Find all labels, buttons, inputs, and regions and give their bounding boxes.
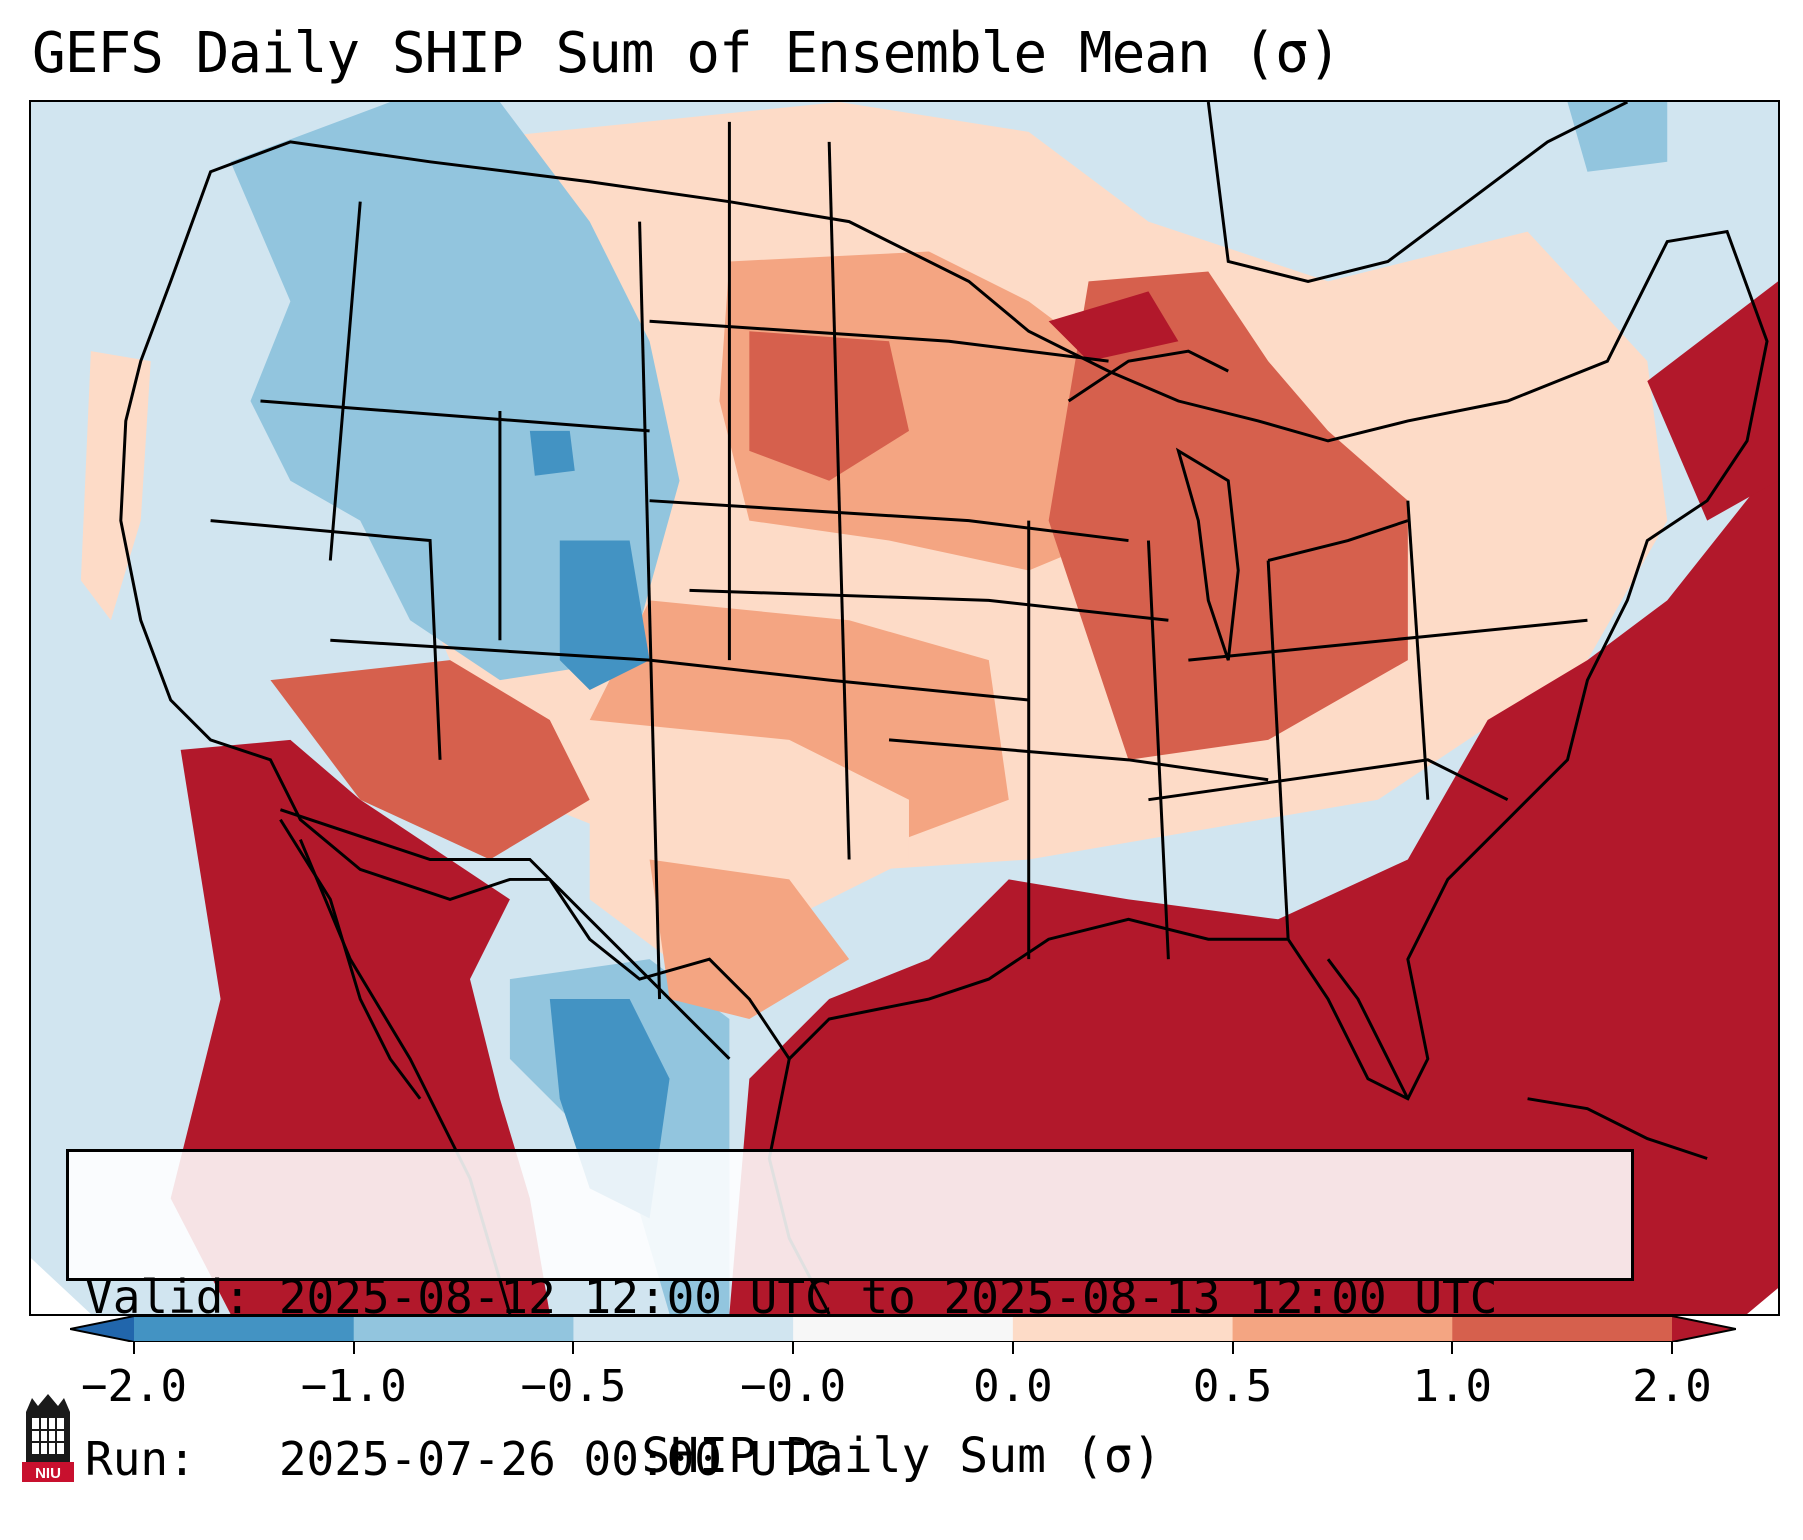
valid-time-text: Valid: 2025-08-12 12:00 UTC to 2025-08-1…: [85, 1270, 1498, 1324]
colorbar-bin-8: [1672, 1316, 1736, 1342]
state-line-3: [210, 519, 442, 760]
lake-michigan: [1175, 447, 1240, 661]
colorbar-tick-mark: [1231, 1342, 1234, 1354]
fill-region-wyoming-spot: [529, 430, 575, 476]
state-line-8: [827, 141, 851, 860]
colorbar: [70, 1316, 1736, 1342]
niu-logo: NIU: [22, 1394, 74, 1482]
state-line-4: [330, 638, 1029, 702]
fill-region-ohio-valley: [1048, 271, 1408, 760]
state-line-6: [638, 221, 662, 1000]
lake-superior: [1067, 349, 1229, 403]
colorbar-tick-mark: [1671, 1342, 1673, 1354]
map-panel: [29, 100, 1780, 1316]
colorbar-tick-mark: [792, 1342, 795, 1354]
fill-region-dakotas: [719, 251, 1149, 571]
fill-region-gulf-southeast: [729, 460, 1778, 1314]
colorbar-bin-1: [134, 1316, 355, 1342]
anomaly-fill-layer: [31, 102, 1778, 1314]
run-time-text: Run: 2025-07-26 00:00 UTC: [85, 1432, 833, 1486]
colorbar-tick-mark: [133, 1342, 135, 1354]
colorbar-tick-label: −1.0: [300, 1361, 407, 1412]
colorbar-tick-label: 0.5: [1192, 1361, 1273, 1412]
valid-run-info-box: Valid: 2025-08-12 12:00 UTC to 2025-08-1…: [66, 1149, 1634, 1486]
colorbar-bin-6: [1232, 1316, 1453, 1342]
state-line-16: [1406, 500, 1430, 800]
state-line-9: [649, 319, 1109, 363]
colorbar-label: SHIP Daily Sum (σ): [641, 1428, 1162, 1484]
niu-logo-text: NIU: [35, 1465, 61, 1482]
colorbar-bin-3: [573, 1316, 794, 1342]
colorbar-bin-2: [353, 1316, 574, 1342]
colorbar-bin-5: [1012, 1316, 1234, 1342]
fill-region-colorado: [559, 540, 650, 691]
state-line-14: [1146, 540, 1170, 960]
colorbar-tick-label: −2.0: [81, 1361, 187, 1412]
cuba-outline: [1527, 1097, 1708, 1160]
colorbar-tick-mark: [572, 1342, 575, 1354]
mexico-border: [279, 808, 731, 1060]
fill-region-texas-salmon: [649, 859, 850, 1019]
lake-erie: [1267, 519, 1409, 562]
fill-region-dakota-core: [749, 331, 909, 481]
colorbar-tick-label: 0.0: [973, 1361, 1053, 1412]
state-line-15: [1266, 560, 1290, 940]
state-line-2: [260, 399, 650, 433]
colorbar-tick-label: −0.0: [740, 1361, 847, 1412]
state-line-12: [888, 738, 1269, 782]
fill-region-nw-coast: [80, 351, 151, 621]
colorbar-tick-mark: [352, 1342, 355, 1354]
colorbar-bin-4: [793, 1316, 1014, 1342]
colorbar-tick-label: 2.0: [1632, 1361, 1712, 1412]
fill-region-white-bottom-right: [1747, 1288, 1778, 1314]
colorbar-tick-mark: [1011, 1342, 1014, 1354]
canada-border-east: [1206, 102, 1629, 283]
state-line-10: [649, 499, 1129, 543]
chart-title: GEFS Daily SHIP Sum of Ensemble Mean (σ): [32, 21, 1342, 86]
state-line-17: [1188, 618, 1588, 662]
colorbar-tick-mark: [1451, 1342, 1454, 1354]
florida: [1326, 958, 1410, 1100]
state-line-1: [328, 201, 362, 561]
anomaly-map: [31, 102, 1778, 1314]
state-line-18: [1148, 758, 1509, 802]
colorbar-bin-7: [1452, 1316, 1673, 1342]
fill-region-sw-fringe: [270, 660, 590, 860]
state-line-11: [689, 588, 1169, 622]
colorbar-tick-label: −0.5: [520, 1361, 627, 1412]
boundary-layer: [119, 102, 1769, 1314]
fill-region-new-england: [1647, 281, 1778, 521]
us-outline: [119, 140, 1769, 1101]
colorbar-tick-label: 1.0: [1412, 1361, 1493, 1412]
colorbar-bin-0: [70, 1316, 134, 1342]
fill-region-upper-michigan: [1048, 291, 1179, 362]
fill-region-rockies: [230, 102, 680, 681]
